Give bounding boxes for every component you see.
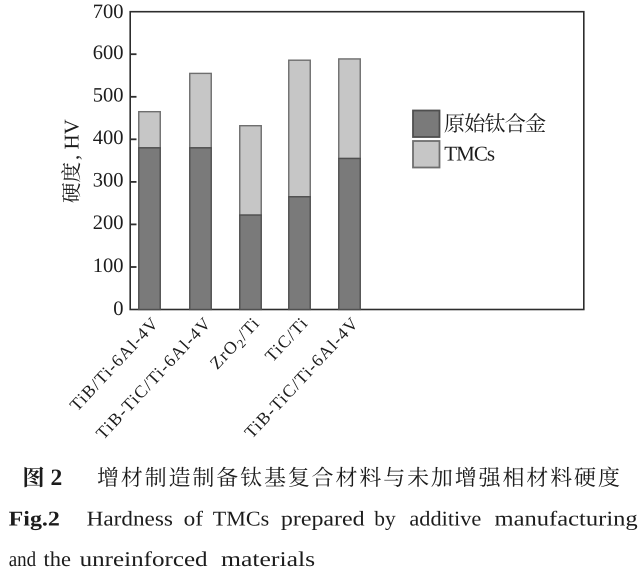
svg-text:Hardness: Hardness: [87, 507, 173, 531]
svg-text:by: by: [374, 507, 396, 531]
svg-text:TMCs: TMCs: [213, 507, 269, 531]
svg-text:, HV: , HV: [60, 119, 84, 160]
svg-text:manufacturing: manufacturing: [495, 507, 639, 531]
svg-text:Fig.2: Fig.2: [9, 507, 60, 531]
svg-text:400: 400: [93, 127, 124, 149]
svg-text:700: 700: [93, 1, 124, 23]
svg-text:TMCs: TMCs: [444, 141, 495, 165]
svg-text:additive: additive: [409, 507, 481, 531]
svg-text:of: of: [184, 507, 203, 531]
svg-text:unreinforced: unreinforced: [80, 547, 209, 571]
svg-text:600: 600: [93, 42, 124, 64]
svg-text:0: 0: [113, 298, 123, 320]
svg-text:200: 200: [93, 212, 124, 234]
svg-text:100: 100: [93, 255, 124, 277]
svg-text:materials: materials: [221, 547, 315, 571]
svg-text:and: and: [9, 547, 37, 571]
svg-text:the: the: [44, 547, 71, 571]
svg-text:300: 300: [93, 170, 124, 192]
svg-text:500: 500: [93, 85, 124, 107]
svg-text:2: 2: [51, 465, 63, 491]
svg-text:prepared: prepared: [281, 507, 365, 531]
